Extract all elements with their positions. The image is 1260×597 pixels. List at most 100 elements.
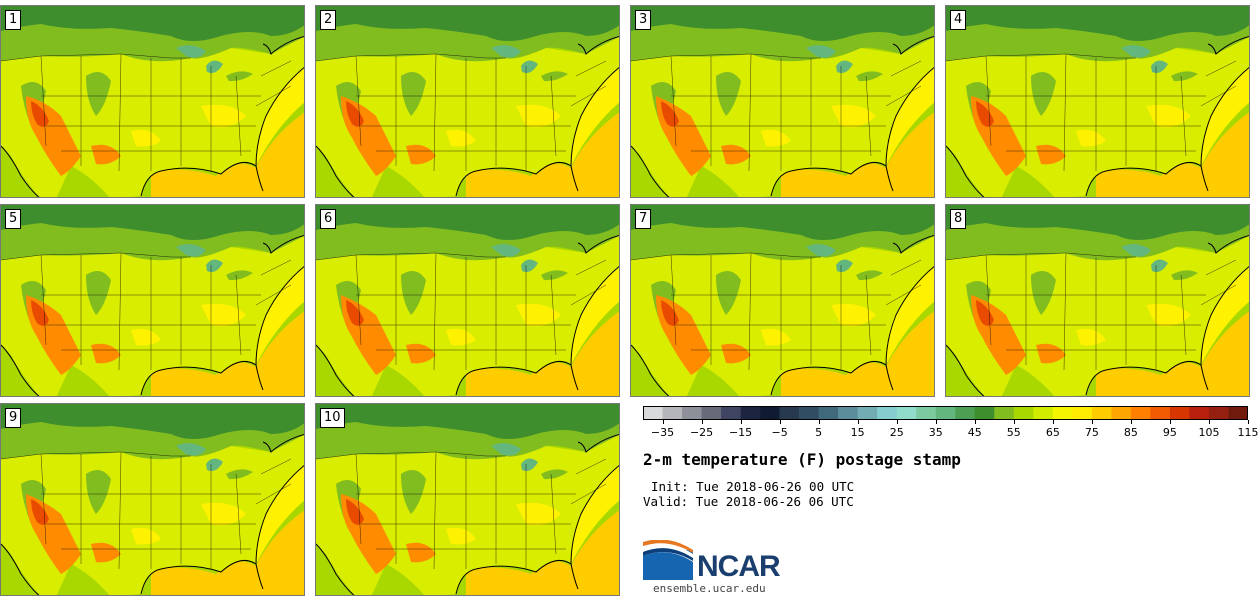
- colorbar-bin: [760, 406, 780, 420]
- colorbar-tick-label: 55: [1006, 426, 1021, 439]
- temperature-map: [946, 6, 1249, 197]
- colorbar-bin: [955, 406, 976, 420]
- init-time: Init: Tue 2018-06-26 00 UTC: [651, 479, 855, 494]
- member-number-label: 9: [5, 408, 22, 428]
- colorbar-bin: [1111, 406, 1132, 420]
- colorbar-bin: [857, 406, 878, 420]
- colorbar-tick-mark: [857, 420, 859, 424]
- colorbar-bin: [682, 406, 702, 420]
- member-number-label: 1: [5, 10, 22, 30]
- colorbar-tick-mark: [1091, 420, 1093, 424]
- colorbar-bin: [1052, 406, 1073, 420]
- member-number-label: 5: [5, 209, 22, 229]
- colorbar-tick-mark: [1013, 420, 1015, 424]
- colorbar-outline: [643, 406, 1248, 420]
- colorbar-tick-mark: [1052, 420, 1054, 424]
- colorbar-bin: [896, 406, 917, 420]
- colorbar-bin: [643, 406, 663, 420]
- colorbar-bin: [1169, 406, 1190, 420]
- colorbar-bin: [1072, 406, 1093, 420]
- colorbar-bin: [1013, 406, 1034, 420]
- temperature-map: [316, 404, 619, 595]
- colorbar-bin: [740, 406, 761, 420]
- ensemble-member-panel: 5: [0, 204, 305, 397]
- ensemble-member-panel: 7: [630, 204, 935, 397]
- colorbar-tick-mark: [974, 420, 976, 424]
- colorbar-tick-mark: [1130, 420, 1132, 424]
- colorbar-bin: [1208, 406, 1229, 420]
- valid-time: Valid: Tue 2018-06-26 06 UTC: [643, 494, 854, 509]
- colorbar-tick-labels: −35 −25 −15 −5 5 15 25 35 45 55 65 75 85 95 105 115: [643, 420, 1259, 440]
- colorbar-bin: [1228, 406, 1248, 420]
- member-number-label: 6: [320, 209, 337, 229]
- colorbar-bin: [1033, 406, 1054, 420]
- colorbar-tick-label: 85: [1123, 426, 1138, 439]
- chart-title: 2-m temperature (F) postage stamp: [643, 450, 961, 469]
- temperature-map: [1, 404, 304, 595]
- member-number-label: 3: [635, 10, 652, 30]
- colorbar-tick-label: 45: [967, 426, 982, 439]
- colorbar-tick-label: 25: [889, 426, 904, 439]
- colorbar-tick-label: 35: [928, 426, 943, 439]
- colorbar-tick-mark: [701, 420, 703, 424]
- colorbar-tick-label: −35: [650, 426, 675, 439]
- colorbar-bin: [838, 406, 858, 420]
- temperature-map: [316, 205, 619, 396]
- temperature-map: [1, 6, 304, 197]
- colorbar-bin: [701, 406, 722, 420]
- ensemble-member-panel: 9: [0, 403, 305, 596]
- site-url: ensemble.ucar.edu: [653, 582, 766, 595]
- member-number-label: 7: [635, 209, 652, 229]
- temperature-colorbar: [643, 406, 1248, 420]
- colorbar-tick-mark: [1208, 420, 1210, 424]
- temperature-map: [946, 205, 1249, 396]
- colorbar-tick-label: −25: [689, 426, 714, 439]
- colorbar-tick-label: 5: [815, 426, 823, 439]
- temperature-map: [1, 205, 304, 396]
- colorbar-bin: [818, 406, 839, 420]
- colorbar-bin: [1189, 406, 1210, 420]
- colorbar-tick-mark: [779, 420, 781, 424]
- colorbar-bin: [721, 406, 741, 420]
- ensemble-member-panel: 2: [315, 5, 620, 198]
- colorbar-bin: [799, 406, 819, 420]
- colorbar-bin: [916, 406, 937, 420]
- colorbar-tick-mark: [818, 420, 820, 424]
- colorbar-tick-label: 115: [1237, 426, 1259, 439]
- colorbar-tick-label: −5: [771, 426, 788, 439]
- colorbar-bin: [1091, 406, 1112, 420]
- colorbar-tick-mark: [896, 420, 898, 424]
- colorbar-tick-label: 95: [1162, 426, 1177, 439]
- member-number-label: 10: [320, 408, 345, 428]
- ncar-logo: [643, 540, 693, 580]
- ensemble-member-panel: 8: [945, 204, 1250, 397]
- ensemble-member-panel: 4: [945, 5, 1250, 198]
- colorbar-bin: [1150, 406, 1171, 420]
- colorbar-tick-label: 15: [850, 426, 865, 439]
- colorbar-bin: [662, 406, 683, 420]
- colorbar-bin: [877, 406, 898, 420]
- member-number-label: 8: [950, 209, 967, 229]
- temperature-map: [631, 6, 934, 197]
- colorbar-tick-mark: [662, 420, 664, 424]
- member-number-label: 4: [950, 10, 967, 30]
- colorbar-bin: [935, 406, 956, 420]
- colorbar-tick-mark: [935, 420, 937, 424]
- colorbar-tick-label: 65: [1045, 426, 1060, 439]
- ncar-logo-text: NCAR: [697, 550, 781, 583]
- colorbar-tick-label: 105: [1198, 426, 1220, 439]
- colorbar-bin: [994, 406, 1015, 420]
- colorbar-bin: [974, 406, 995, 420]
- colorbar-tick-label: −15: [728, 426, 753, 439]
- colorbar-tick-mark: [740, 420, 742, 424]
- colorbar-tick-mark: [1248, 420, 1249, 424]
- colorbar-bin: [1130, 406, 1151, 420]
- temperature-map: [316, 6, 619, 197]
- ensemble-member-panel: 10: [315, 403, 620, 596]
- temperature-map: [631, 205, 934, 396]
- ensemble-member-panel: 3: [630, 5, 935, 198]
- colorbar-bin: [779, 406, 800, 420]
- ensemble-member-panel: 1: [0, 5, 305, 198]
- colorbar-tick-label: 75: [1084, 426, 1099, 439]
- member-number-label: 2: [320, 10, 337, 30]
